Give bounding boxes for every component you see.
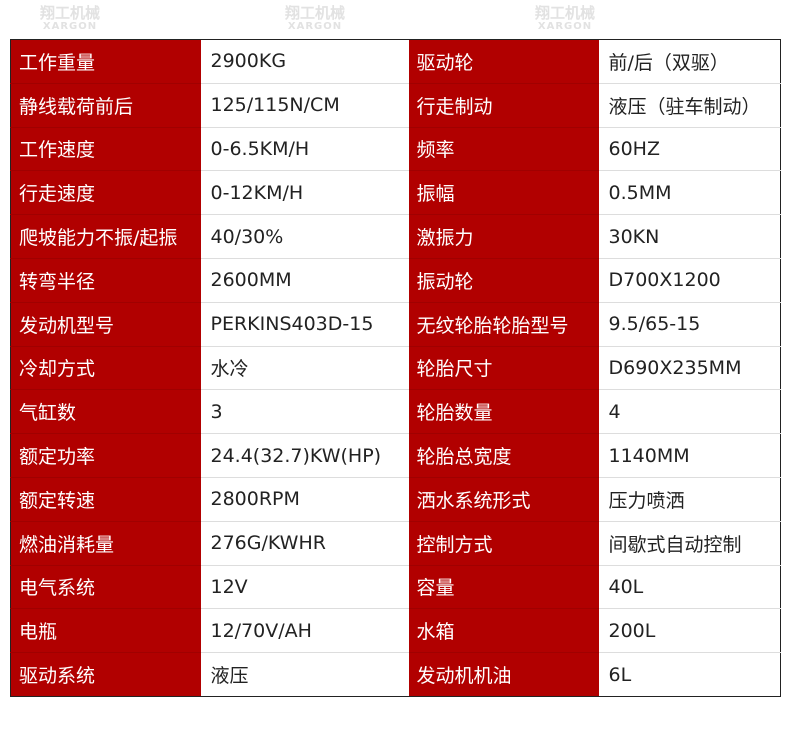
spec-label: 振幅 <box>408 170 599 215</box>
table-row: 工作重量 2900KG 驱动轮 前/后（双驱） <box>10 39 781 84</box>
spec-label: 水箱 <box>408 608 599 653</box>
spec-label: 行走制动 <box>408 82 599 128</box>
spec-label: 额定转速 <box>10 476 201 522</box>
spec-label: 电气系统 <box>10 564 201 609</box>
spec-label: 控制方式 <box>408 520 599 566</box>
spec-value: PERKINS403D-15 <box>200 301 409 347</box>
table-row: 转弯半径 2600MM 振动轮 D700X1200 <box>10 257 781 303</box>
watermark-logo: 翔工机械 XARGON <box>535 4 596 33</box>
spec-label: 静线载荷前后 <box>10 82 201 128</box>
table-row: 发动机型号 PERKINS403D-15 无纹轮胎轮胎型号 9.5/65-15 <box>10 301 781 347</box>
spec-label: 驱动轮 <box>408 39 599 84</box>
spec-label: 洒水系统形式 <box>408 476 599 522</box>
spec-value: 12/70V/AH <box>200 608 409 653</box>
spec-label: 转弯半径 <box>10 257 201 303</box>
spec-value: D700X1200 <box>598 257 781 303</box>
table-row: 额定功率 24.4(32.7)KW(HP) 轮胎总宽度 1140MM <box>10 433 781 478</box>
table-row: 静线载荷前后 125/115N/CM 行走制动 液压（驻车制动） <box>10 82 781 128</box>
spec-label: 工作速度 <box>10 126 201 171</box>
spec-value: 125/115N/CM <box>200 82 409 128</box>
table-row: 驱动系统 液压 发动机机油 6L <box>10 652 781 697</box>
spec-value: 40/30% <box>200 214 409 259</box>
spec-label: 容量 <box>408 564 599 609</box>
spec-value: 3 <box>200 389 409 434</box>
spec-label: 轮胎数量 <box>408 389 599 434</box>
spec-value: 24.4(32.7)KW(HP) <box>200 433 409 478</box>
spec-label: 振动轮 <box>408 257 599 303</box>
table-row: 气缸数 3 轮胎数量 4 <box>10 389 781 434</box>
spec-value: 0-6.5KM/H <box>200 126 409 171</box>
spec-value: 2800RPM <box>200 476 409 522</box>
table-row: 电气系统 12V 容量 40L <box>10 564 781 609</box>
spec-value: 6L <box>598 652 781 697</box>
spec-value: 前/后（双驱） <box>598 39 781 84</box>
spec-value: 压力喷洒 <box>598 476 781 522</box>
spec-value: 40L <box>598 564 781 609</box>
spec-label: 冷却方式 <box>10 345 201 390</box>
spec-label: 频率 <box>408 126 599 171</box>
spec-table: 工作重量 2900KG 驱动轮 前/后（双驱） 静线载荷前后 125/115N/CM 行走制… <box>10 39 781 697</box>
watermark-logo: 翔工机械 XARGON <box>285 4 346 33</box>
table-row: 额定转速 2800RPM 洒水系统形式 压力喷洒 <box>10 476 781 522</box>
spec-label: 气缸数 <box>10 389 201 434</box>
spec-value: 2600MM <box>200 257 409 303</box>
table-row: 燃油消耗量 276G/KWHR 控制方式 间歇式自动控制 <box>10 520 781 566</box>
spec-value: 200L <box>598 608 781 653</box>
spec-value: 1140MM <box>598 433 781 478</box>
spec-label: 轮胎总宽度 <box>408 433 599 478</box>
spec-value: 0.5MM <box>598 170 781 215</box>
spec-value: 0-12KM/H <box>200 170 409 215</box>
spec-label: 驱动系统 <box>10 652 201 697</box>
watermark-logo: 翔工机械 XARGON <box>40 4 101 33</box>
spec-label: 电瓶 <box>10 608 201 653</box>
spec-value: 4 <box>598 389 781 434</box>
spec-label: 行走速度 <box>10 170 201 215</box>
spec-label: 发动机型号 <box>10 301 201 347</box>
spec-value: 液压（驻车制动） <box>598 82 781 128</box>
spec-value: 液压 <box>200 652 409 697</box>
spec-value: 间歇式自动控制 <box>598 520 781 566</box>
spec-value: 30KN <box>598 214 781 259</box>
table-row: 工作速度 0-6.5KM/H 频率 60HZ <box>10 126 781 171</box>
spec-value: 276G/KWHR <box>200 520 409 566</box>
spec-value: 9.5/65-15 <box>598 301 781 347</box>
spec-value: 水冷 <box>200 345 409 390</box>
table-row: 冷却方式 水冷 轮胎尺寸 D690X235MM <box>10 345 781 390</box>
spec-label: 燃油消耗量 <box>10 520 201 566</box>
spec-value: D690X235MM <box>598 345 781 390</box>
spec-label: 工作重量 <box>10 39 201 84</box>
table-row: 电瓶 12/70V/AH 水箱 200L <box>10 608 781 653</box>
spec-label: 额定功率 <box>10 433 201 478</box>
table-row: 爬坡能力不振/起振 40/30% 激振力 30KN <box>10 214 781 259</box>
spec-value: 60HZ <box>598 126 781 171</box>
table-row: 行走速度 0-12KM/H 振幅 0.5MM <box>10 170 781 215</box>
spec-value: 12V <box>200 564 409 609</box>
spec-label: 发动机机油 <box>408 652 599 697</box>
spec-label: 无纹轮胎轮胎型号 <box>408 301 599 347</box>
spec-label: 爬坡能力不振/起振 <box>10 214 201 259</box>
spec-label: 激振力 <box>408 214 599 259</box>
spec-value: 2900KG <box>200 39 409 84</box>
spec-label: 轮胎尺寸 <box>408 345 599 390</box>
